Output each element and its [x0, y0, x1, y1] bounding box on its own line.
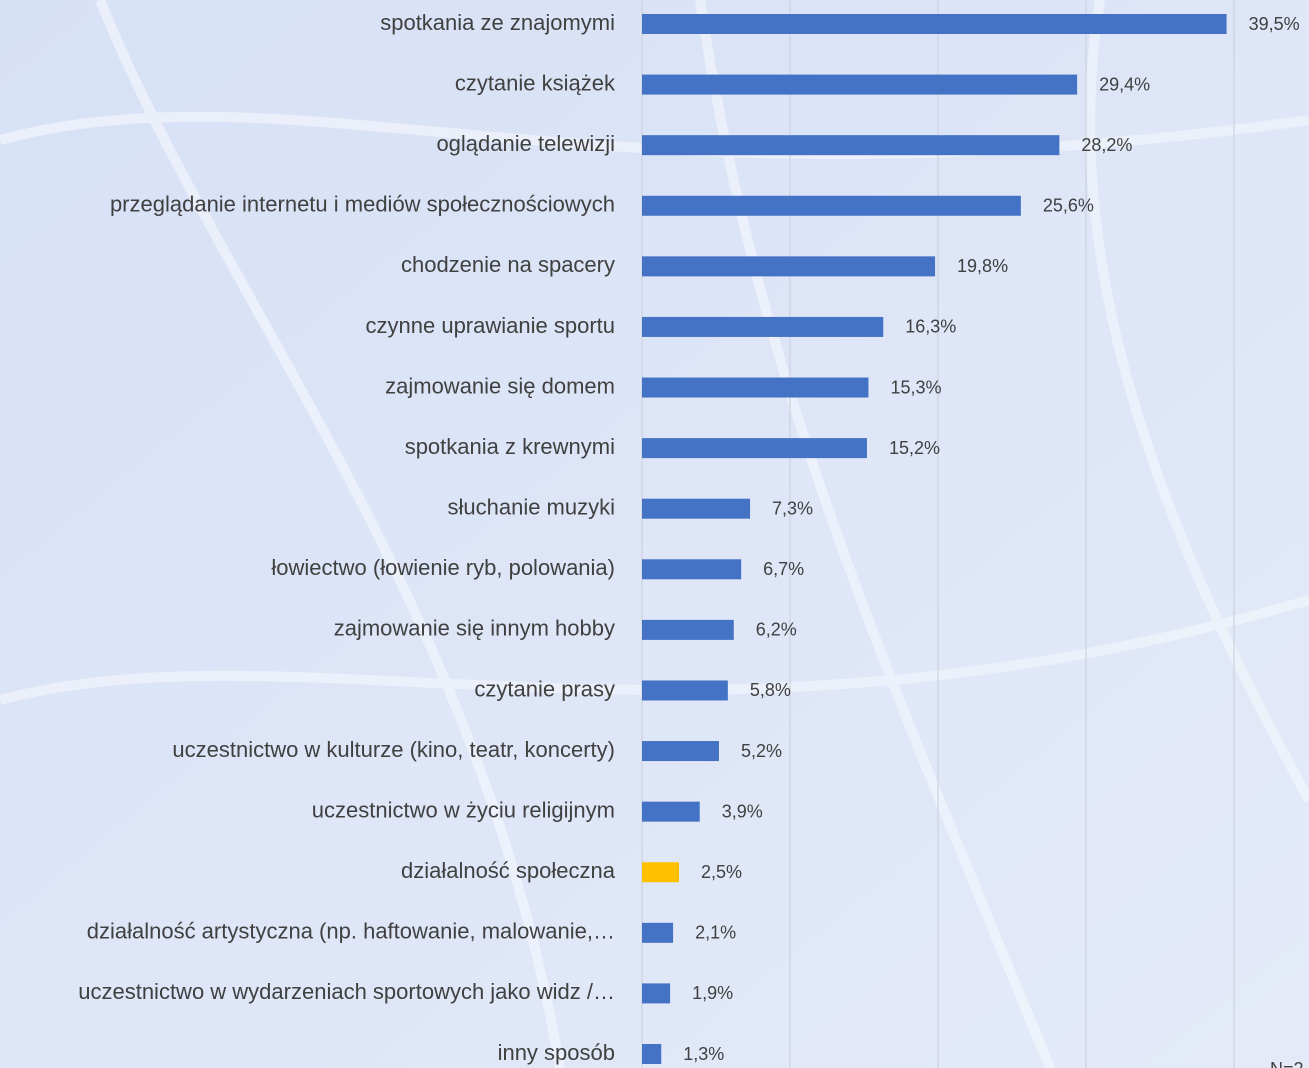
category-label: chodzenie na spacery — [401, 252, 615, 277]
value-label: 7,3% — [772, 498, 813, 518]
bar — [642, 862, 679, 883]
value-label: 2,5% — [701, 862, 742, 882]
value-label: 28,2% — [1081, 135, 1132, 155]
bar — [642, 741, 719, 762]
bar — [642, 438, 867, 459]
category-label: działalność społeczna — [401, 858, 616, 883]
value-label: 29,4% — [1099, 74, 1150, 94]
bar — [642, 256, 936, 277]
value-label: 1,9% — [692, 983, 733, 1003]
bar — [642, 14, 1227, 34]
category-label: czytanie prasy — [474, 676, 615, 701]
category-label: inny sposób — [498, 1040, 615, 1065]
category-label: łowiectwo (łowienie ryb, polowania) — [271, 555, 615, 580]
bar — [642, 316, 884, 337]
bar — [642, 135, 1060, 156]
category-label: uczestnictwo w kulturze (kino, teatr, ko… — [172, 737, 615, 762]
category-label: uczestnictwo w życiu religijnym — [312, 797, 615, 822]
bar — [642, 74, 1078, 95]
value-label: 3,9% — [722, 801, 763, 821]
category-label: czytanie książek — [455, 70, 616, 95]
category-label: przeglądanie internetu i mediów społeczn… — [110, 192, 615, 217]
bar — [642, 377, 869, 398]
category-label: działalność artystyczna (np. haftowanie,… — [87, 919, 615, 944]
category-label: zajmowanie się innym hobby — [334, 616, 615, 641]
value-label: 16,3% — [905, 317, 956, 337]
value-label: 39,5% — [1249, 14, 1300, 34]
category-label: czynne uprawianie sportu — [366, 313, 615, 338]
bar — [642, 983, 671, 1004]
value-label: 15,3% — [890, 377, 941, 397]
value-label: 19,8% — [957, 256, 1008, 276]
category-label: spotkania z krewnymi — [405, 434, 615, 459]
value-label: 1,3% — [683, 1044, 724, 1064]
value-label: 5,2% — [741, 741, 782, 761]
bar — [642, 559, 742, 580]
bar — [642, 680, 728, 701]
value-label: 6,2% — [756, 620, 797, 640]
annotation: N=2 — [1270, 1059, 1304, 1068]
category-label: słuchanie muzyki — [447, 495, 615, 520]
bar — [642, 498, 751, 519]
bar — [642, 619, 734, 640]
value-label: 25,6% — [1043, 196, 1094, 216]
category-label: oglądanie telewizji — [436, 131, 615, 156]
category-label: zajmowanie się domem — [385, 373, 615, 398]
value-label: 15,2% — [889, 438, 940, 458]
bar — [642, 1044, 662, 1064]
bar — [642, 922, 674, 943]
bar — [642, 801, 700, 822]
value-label: 6,7% — [763, 559, 804, 579]
value-label: 5,8% — [750, 680, 791, 700]
value-label: 2,1% — [695, 923, 736, 943]
category-label: spotkania ze znajomymi — [380, 10, 615, 35]
category-label: uczestnictwo w wydarzeniach sportowych j… — [78, 979, 615, 1004]
bar — [642, 195, 1021, 216]
